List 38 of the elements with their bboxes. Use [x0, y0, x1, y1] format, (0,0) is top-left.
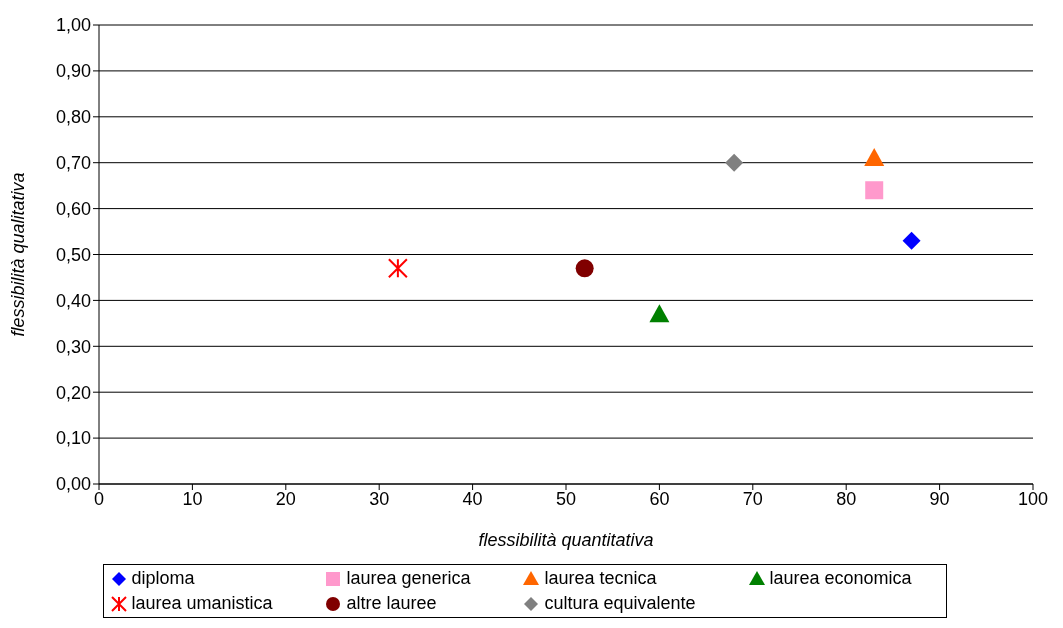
point: [649, 304, 670, 323]
x-tick-label: 70: [742, 488, 763, 509]
x-tick-label: 50: [555, 488, 577, 509]
y-tick-label: 0,20: [55, 382, 91, 403]
legend-label: diploma: [131, 568, 195, 589]
legend-label: altre lauree: [346, 593, 437, 614]
y-tick-label: 0,90: [55, 61, 91, 82]
y-tick-label: 0,80: [55, 107, 91, 128]
y-tick-label: 1,00: [55, 15, 91, 36]
point: [387, 258, 408, 279]
x-tick-label: 0: [93, 488, 105, 509]
x-tick-label: 100: [1017, 488, 1049, 509]
x-axis-title: flessibilità quantitativa: [478, 530, 654, 550]
y-tick-label: 0,70: [55, 153, 91, 174]
x-tick-label: 40: [462, 488, 483, 509]
y-tick-label: 0,10: [55, 428, 91, 449]
y-tick-label: 0,30: [55, 336, 91, 357]
x-tick-label: 20: [275, 488, 296, 509]
y-tick-label: 0,00: [55, 474, 91, 495]
legend-label: laurea economica: [769, 568, 912, 589]
point: [575, 259, 594, 278]
point: [865, 181, 884, 200]
x-tick-label: 30: [369, 488, 390, 509]
x-tick-label: 60: [649, 488, 670, 509]
point: [902, 231, 921, 250]
y-axis-title: flessibilità qualitativa: [8, 172, 29, 337]
y-tick-label: 0,40: [55, 290, 91, 311]
x-tick-label: 90: [929, 488, 950, 509]
legend-label: cultura equivalente: [544, 593, 696, 614]
x-tick-label: 10: [182, 488, 203, 509]
y-tick-label: 0,60: [55, 198, 91, 219]
legend-label: laurea tecnica: [544, 568, 657, 589]
x-tick-label: 80: [836, 488, 857, 509]
point: [864, 148, 885, 167]
legend-label: laurea umanistica: [131, 593, 273, 614]
legend-label: laurea generica: [346, 568, 471, 589]
y-tick-label: 0,50: [55, 244, 91, 265]
point: [725, 153, 744, 172]
